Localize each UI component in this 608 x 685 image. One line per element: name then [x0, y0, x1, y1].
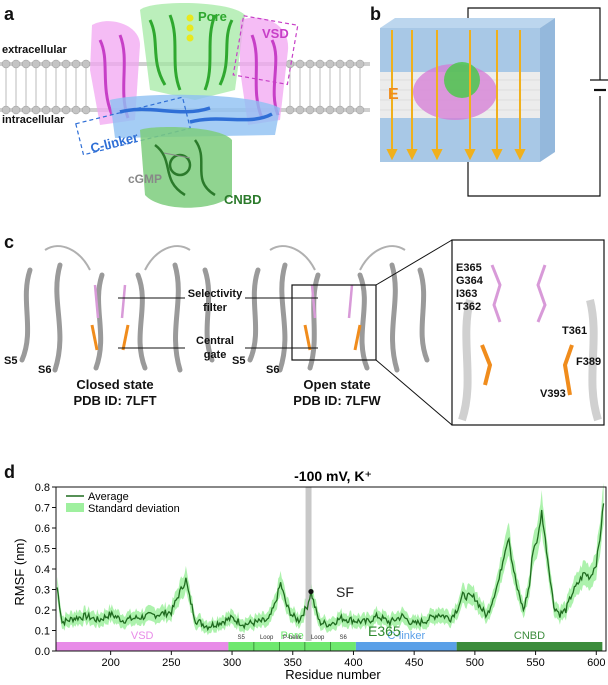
panel-b-simulation-box — [380, 7, 608, 197]
intracellular-label: intracellular — [2, 114, 65, 126]
legend-average: Average — [88, 491, 129, 503]
central-gate-label: Central gate — [196, 335, 234, 361]
panel-a-letter: a — [4, 4, 15, 24]
y-tick-label-5: 0.5 — [35, 544, 50, 556]
pore-sublabel-3: Loop — [311, 635, 325, 641]
pore-sublabel-2: P-helix — [283, 635, 301, 641]
residue-t362: T362 — [456, 301, 482, 313]
chart-title: -100 mV, K⁺ — [294, 468, 372, 484]
zoom-inset — [451, 239, 605, 426]
panel-d-letter: d — [4, 462, 15, 482]
sf-label: SF — [336, 584, 354, 600]
closed-s5-label: S5 — [4, 355, 18, 367]
cgmp-label: cGMP — [128, 172, 163, 186]
x-tick-label-5: 400 — [344, 657, 362, 669]
vsd-right — [240, 17, 289, 126]
x-tick-label-3: 300 — [223, 657, 241, 669]
pore-sublabel-4: S6 — [339, 635, 347, 641]
domain-label-3: CNBD — [514, 630, 545, 642]
zoom-residues-left: E365 G364 I363 T362 — [456, 262, 483, 314]
extracellular-label: extracellular — [2, 44, 67, 56]
residue-g364: G364 — [456, 275, 483, 287]
panel-b-letter: b — [370, 4, 381, 24]
x-tick-label-7: 500 — [466, 657, 484, 669]
e365-point — [308, 588, 314, 595]
y-tick-label-7: 0.7 — [35, 503, 50, 515]
residue-v393: V393 — [540, 388, 566, 400]
panel-c-letter: c — [4, 232, 15, 252]
residue-e365: E365 — [456, 262, 482, 274]
pore-label: Pore — [198, 9, 227, 24]
closed-pdb-label: PDB ID: 7LFT — [73, 393, 157, 408]
x-tick-label-8: 550 — [526, 657, 544, 669]
residue-i363: I363 — [456, 288, 478, 300]
x-tick-label-9: 600 — [587, 657, 605, 669]
sf-line — [305, 487, 312, 641]
x-tick-label-1: 200 — [101, 657, 119, 669]
open-s6-label: S6 — [266, 364, 280, 376]
y-tick-label-1: 0.1 — [35, 626, 50, 638]
legend-std-swatch — [66, 503, 84, 512]
domain-segment-2 — [355, 642, 457, 651]
pore-domain — [140, 3, 245, 100]
y-tick-label-0: 0.0 — [35, 646, 50, 658]
average-line-layer — [56, 503, 605, 632]
x-axis-label: Residue number — [285, 667, 381, 682]
domain-label-1: Pore — [281, 630, 304, 642]
y-tick-label-4: 0.4 — [35, 564, 50, 576]
domain-segment-1 — [228, 642, 356, 651]
domain-segment-3 — [456, 642, 603, 651]
domain-label-0: VSD — [131, 630, 154, 642]
average-line — [56, 503, 605, 632]
open-s5-label: S5 — [232, 355, 246, 367]
domain-segment-0 — [56, 642, 229, 651]
legend-std: Standard deviation — [88, 503, 180, 515]
sf-line-layer — [305, 487, 312, 641]
residue-t361: T361 — [562, 325, 588, 337]
y-tick-label-8: 0.8 — [35, 482, 50, 494]
x-tick-label-4: 350 — [284, 657, 302, 669]
clinker-domain — [110, 94, 280, 138]
cnbd-label: CNBD — [224, 192, 262, 207]
y-tick-label-6: 0.6 — [35, 523, 50, 535]
e365-label: E365 — [368, 623, 401, 639]
closed-s6-label: S6 — [38, 364, 52, 376]
vsd-label: VSD — [262, 26, 289, 41]
closed-state-label: Closed state — [76, 377, 154, 392]
pore-sublabel-0: S5 — [237, 635, 245, 641]
open-state-label: Open state — [303, 377, 371, 392]
y-tick-label-3: 0.3 — [35, 585, 50, 597]
y-tick-label-2: 0.2 — [35, 605, 50, 617]
chart-axes: 200 250 300 350 400 450 500 550 600 0.0 0.1 0.2 0.3 0… — [35, 482, 607, 669]
panel-c-structures — [19, 239, 605, 426]
electric-field-label: E — [388, 86, 399, 103]
domain-label-2: C-linker — [387, 630, 425, 642]
domain-bar: VSD Pore C-linker CNBD S5 Loop P-helix Loop S6 — [56, 630, 603, 651]
pore-sublabel-1: Loop — [260, 635, 274, 641]
x-tick-label-6: 450 — [405, 657, 423, 669]
y-axis-label: RMSF (nm) — [12, 538, 27, 605]
panel-a-structure — [0, 3, 370, 208]
x-tick-label-2: 250 — [162, 657, 180, 669]
residue-f389: F389 — [576, 356, 602, 368]
selectivity-filter-label: Selectivity filter — [187, 288, 243, 314]
open-pdb-label: PDB ID: 7LFW — [293, 393, 381, 408]
cnbd-domain — [140, 127, 232, 208]
